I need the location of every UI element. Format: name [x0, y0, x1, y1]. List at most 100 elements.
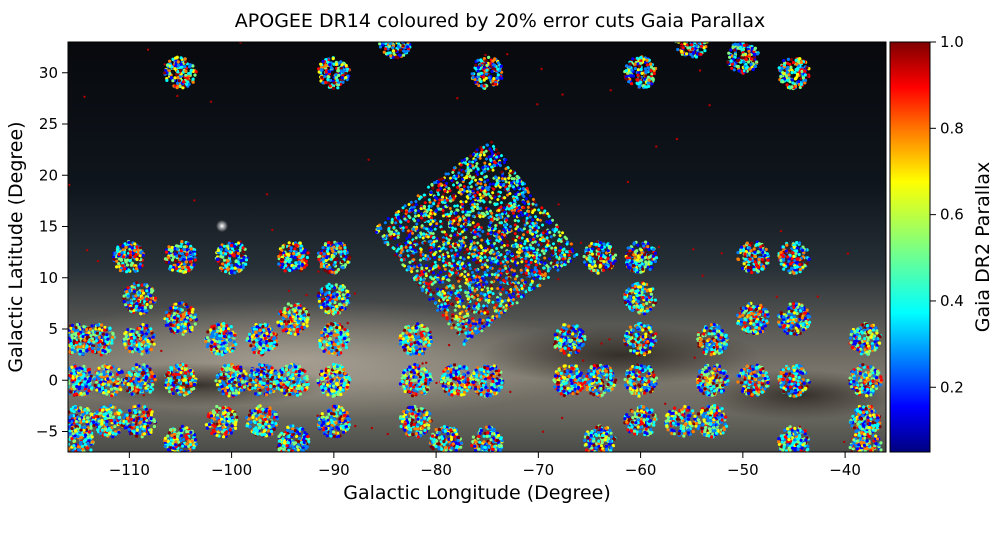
star-point [686, 35, 689, 38]
star-point [583, 335, 587, 339]
star-point [219, 247, 223, 251]
star-point [122, 255, 126, 259]
star-point [646, 339, 650, 343]
star-point [608, 267, 612, 271]
star-point [793, 70, 797, 74]
star-point [133, 249, 137, 253]
star-point [397, 38, 400, 41]
star-point [143, 283, 147, 287]
star-point [331, 57, 335, 61]
star-point [332, 254, 336, 258]
star-point [225, 338, 229, 342]
star-point [217, 345, 221, 349]
star-point [476, 69, 480, 73]
field-plate [470, 55, 504, 90]
star-point [757, 306, 762, 310]
star-point [408, 37, 411, 40]
star-point [173, 76, 177, 80]
star-point [644, 332, 648, 336]
star-point [133, 255, 137, 259]
star-point [642, 57, 646, 61]
star-point [387, 44, 391, 49]
star-point [635, 304, 639, 308]
star-point [782, 77, 787, 81]
star-point [790, 85, 794, 89]
star-point [396, 42, 401, 45]
star-point [405, 38, 408, 41]
star-point [64, 343, 67, 346]
star-point [641, 267, 645, 271]
star-point [576, 346, 580, 350]
star-point [130, 329, 134, 333]
star-point [788, 249, 792, 253]
star-point [220, 353, 224, 357]
star-point [174, 56, 178, 60]
star-point [135, 281, 139, 285]
star-point [381, 36, 384, 39]
star-point [794, 261, 799, 265]
star-point [176, 244, 181, 248]
star-point [187, 82, 191, 86]
star-point [759, 323, 763, 327]
star-point [644, 240, 648, 244]
star-point [336, 345, 341, 349]
star-point [179, 62, 183, 66]
star-point [124, 330, 128, 334]
star-point [681, 46, 685, 50]
star-point [746, 304, 750, 308]
star-point [406, 35, 409, 38]
star-point [239, 265, 243, 269]
star-point [105, 340, 109, 344]
field-plate [317, 56, 351, 90]
star-point [790, 266, 794, 270]
star-point [588, 244, 592, 248]
star-point [582, 254, 586, 259]
star-point [120, 251, 124, 255]
star-point [695, 44, 699, 48]
star-point [328, 63, 332, 67]
star-point [332, 81, 336, 85]
star-point [178, 84, 182, 88]
star-point [594, 242, 598, 246]
star-point [117, 262, 121, 266]
star-point [337, 73, 341, 77]
star-point [328, 265, 332, 270]
star-point [753, 64, 758, 69]
star-point [641, 348, 645, 352]
star-point [280, 325, 284, 329]
star-point [744, 318, 748, 322]
star-point [559, 348, 563, 352]
star-point [402, 35, 405, 38]
star-point [641, 328, 645, 332]
star-point [149, 304, 153, 308]
star-point [736, 43, 740, 47]
star-point [326, 334, 330, 338]
star-point [496, 73, 500, 77]
star-point [242, 255, 246, 259]
star-point [794, 76, 798, 80]
star-point [302, 265, 306, 269]
star-point [589, 260, 593, 264]
star-point [417, 342, 421, 346]
star-point [220, 267, 224, 271]
star-point [741, 53, 745, 57]
star-point [133, 242, 137, 246]
star-point [242, 250, 246, 254]
star-point [322, 302, 326, 306]
star-point [730, 62, 735, 66]
star-point [330, 66, 334, 70]
star-point [404, 325, 408, 329]
star-point [330, 241, 334, 245]
star-point [110, 338, 114, 342]
star-point [563, 346, 567, 350]
star-point [646, 245, 650, 249]
star-point [149, 290, 154, 294]
star-point [323, 328, 327, 332]
star-point [675, 39, 678, 42]
star-point [88, 327, 92, 331]
star-point [648, 346, 653, 350]
star-point [222, 324, 226, 328]
star-point [178, 257, 183, 261]
star-point [123, 242, 127, 246]
star-point [234, 250, 238, 254]
